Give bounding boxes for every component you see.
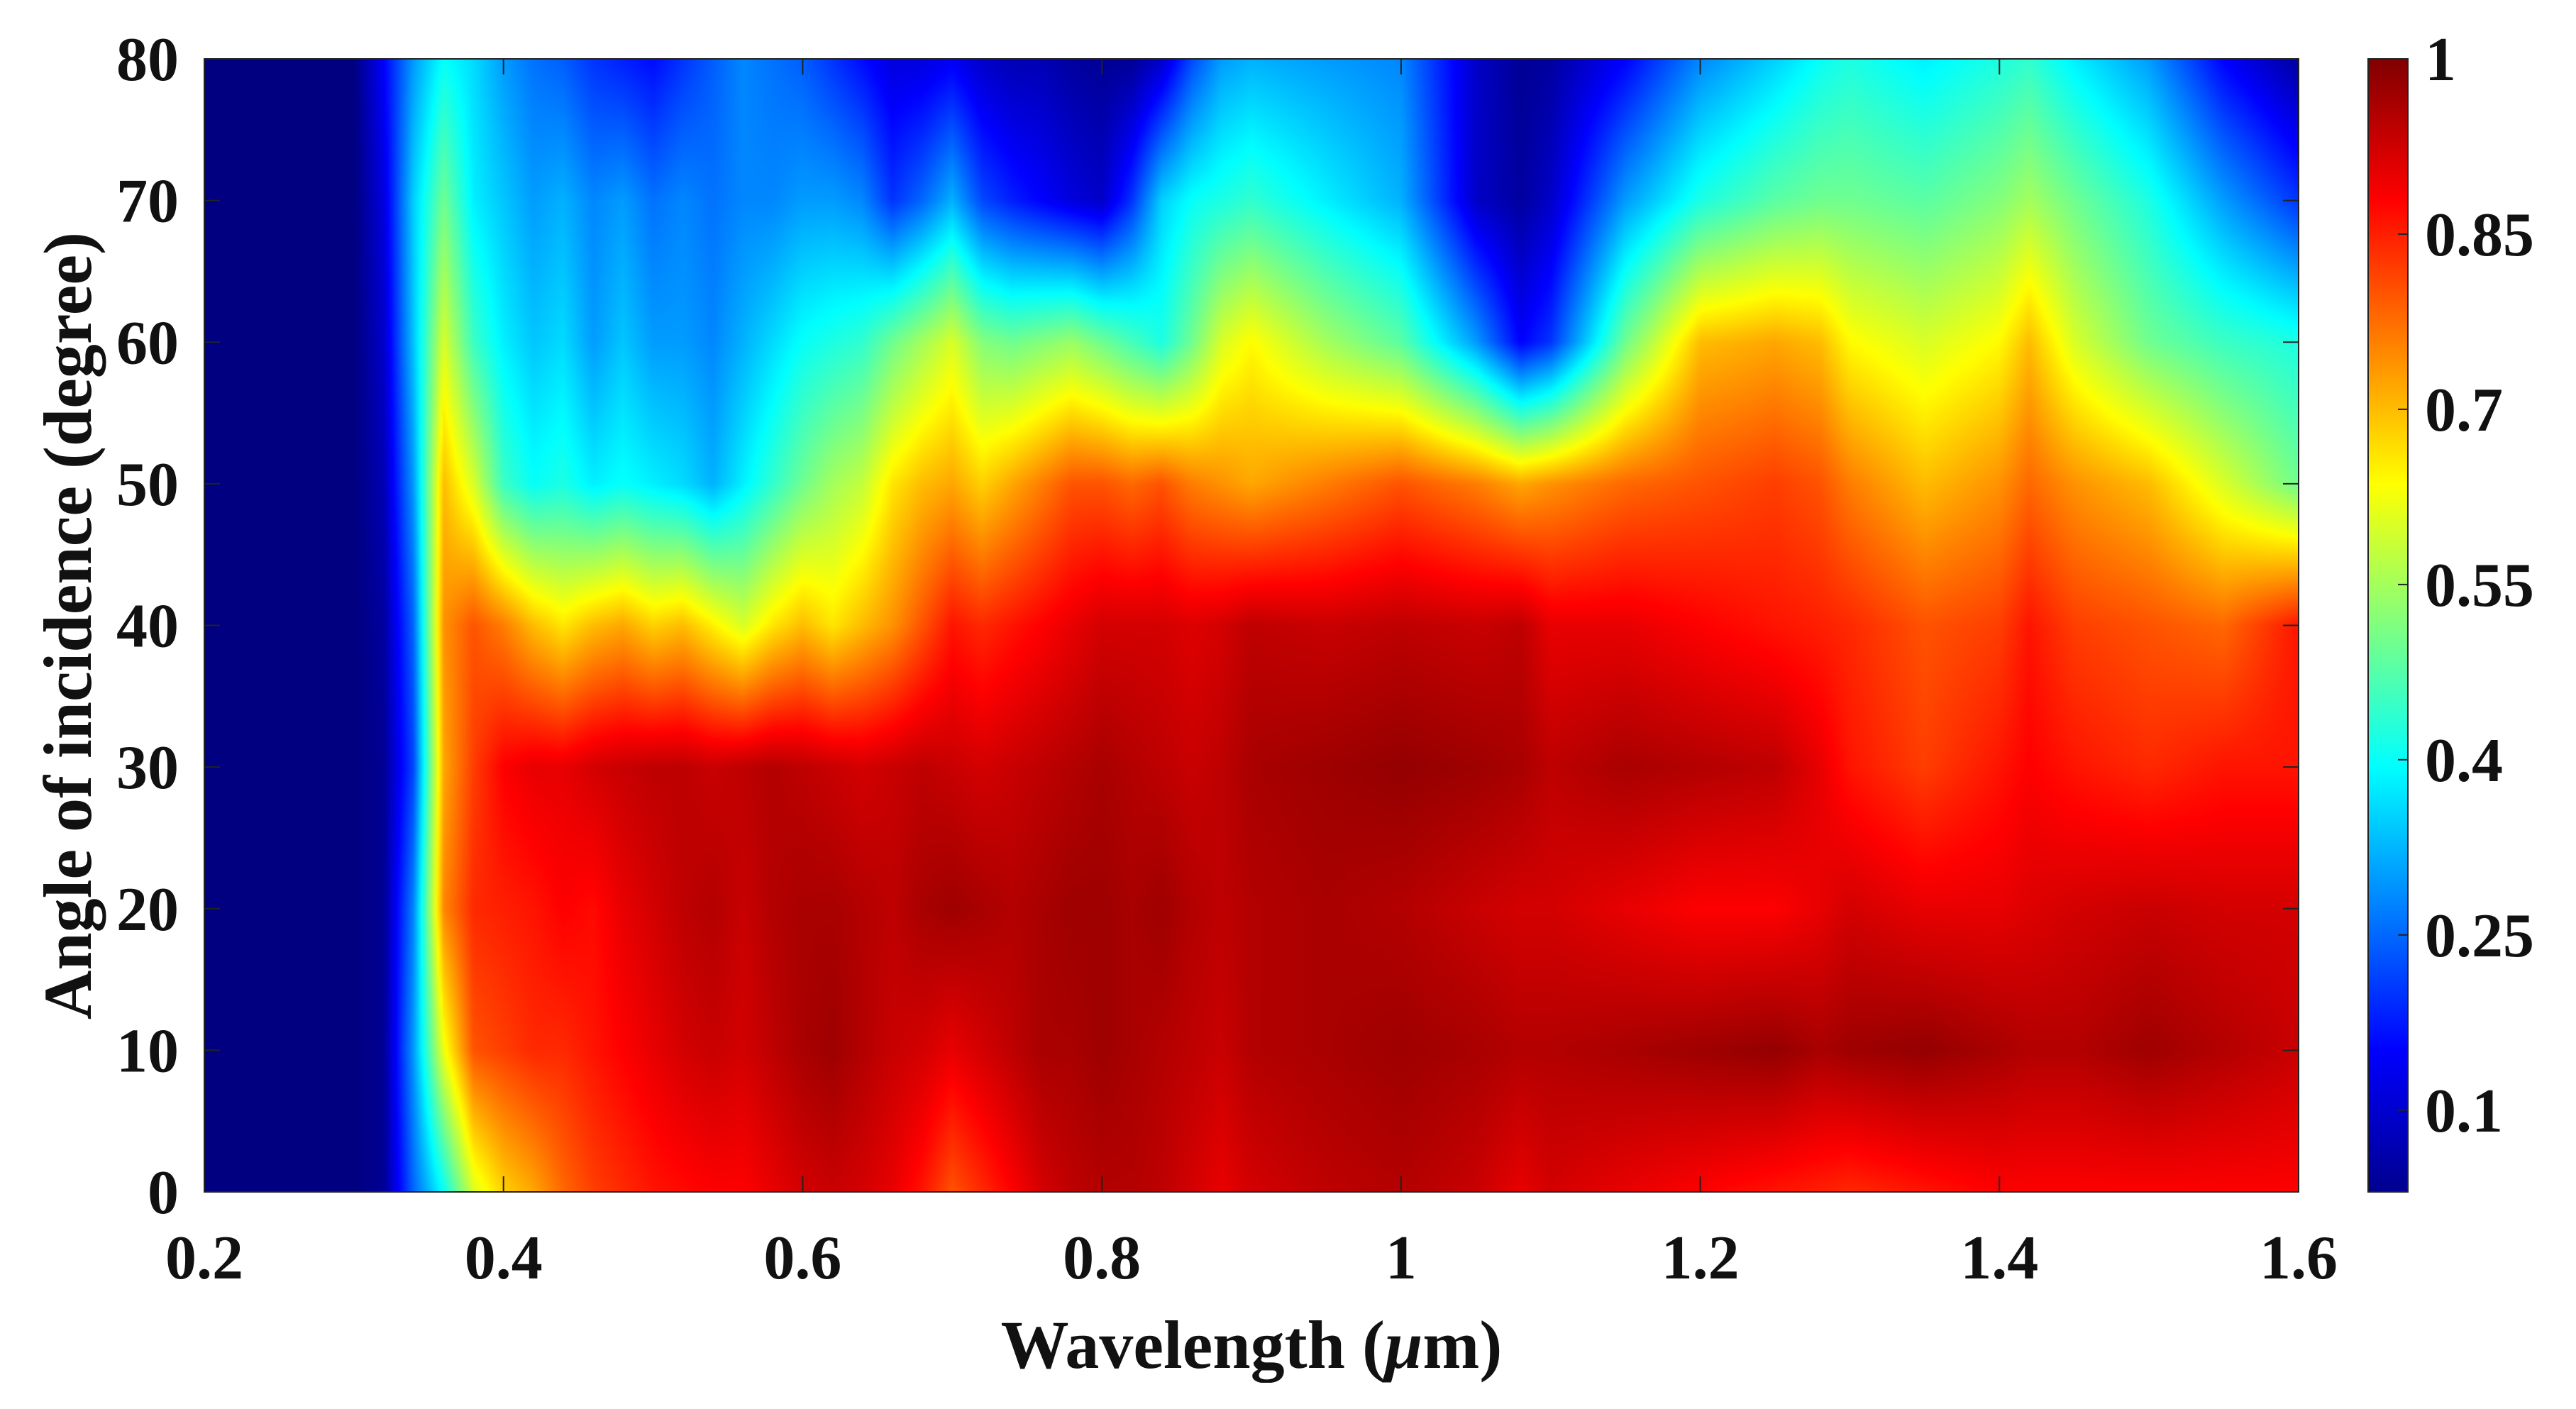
x-tick-label: 1.2 bbox=[1662, 1224, 1740, 1293]
y-axis-ticks: 0 10 20 30 40 50 60 70 80 bbox=[116, 26, 2299, 1227]
colorbar-tick-label: 0.1 bbox=[2425, 1077, 2503, 1146]
y-tick-label: 20 bbox=[116, 875, 179, 944]
colorbar-tick-label: 0.85 bbox=[2425, 201, 2534, 270]
x-axis-label-text: Wavelength ( bbox=[1001, 1307, 1385, 1383]
x-tick-label: 0.2 bbox=[165, 1224, 243, 1293]
x-axis-label-symbol: μ bbox=[1381, 1307, 1422, 1383]
x-tick-label: 1 bbox=[1386, 1224, 1417, 1293]
y-axis-label: Angle of incidence (degree) bbox=[30, 232, 106, 1020]
y-tick-label: 30 bbox=[116, 734, 179, 802]
y-tick-label: 50 bbox=[116, 451, 179, 519]
x-axis-label-unit: m) bbox=[1422, 1307, 1502, 1383]
x-axis-ticks: 0.2 0.4 0.6 0.8 1 1.2 1.4 1.6 bbox=[165, 59, 2338, 1293]
colorbar-tick-label: 1 bbox=[2425, 26, 2456, 94]
y-tick-label: 60 bbox=[116, 309, 179, 377]
y-tick-label: 10 bbox=[116, 1017, 179, 1085]
colorbar-tick-label: 0.25 bbox=[2425, 902, 2534, 971]
y-tick-label: 0 bbox=[148, 1159, 179, 1227]
x-tick-label: 0.8 bbox=[1063, 1224, 1141, 1293]
x-tick-label: 0.6 bbox=[763, 1224, 841, 1293]
colorbar-tick-label: 0.7 bbox=[2425, 376, 2503, 445]
x-tick-label: 1.4 bbox=[1960, 1224, 2038, 1293]
x-tick-label: 1.6 bbox=[2260, 1224, 2338, 1293]
colorbar-tick-label: 0.55 bbox=[2425, 551, 2534, 620]
colorbar bbox=[2367, 58, 2409, 1193]
y-tick-label: 70 bbox=[116, 167, 179, 236]
x-axis-label: Wavelength (μm) bbox=[1001, 1307, 1503, 1383]
y-tick-label: 80 bbox=[116, 26, 179, 94]
colorbar-tick-label: 0.4 bbox=[2425, 726, 2503, 795]
y-tick-label: 40 bbox=[116, 592, 179, 661]
heatmap-plot-area bbox=[204, 59, 2299, 1192]
x-tick-label: 0.4 bbox=[465, 1224, 543, 1293]
colorbar-ticks: 0.1 0.25 0.4 0.55 0.7 0.85 1 bbox=[2398, 26, 2534, 1146]
